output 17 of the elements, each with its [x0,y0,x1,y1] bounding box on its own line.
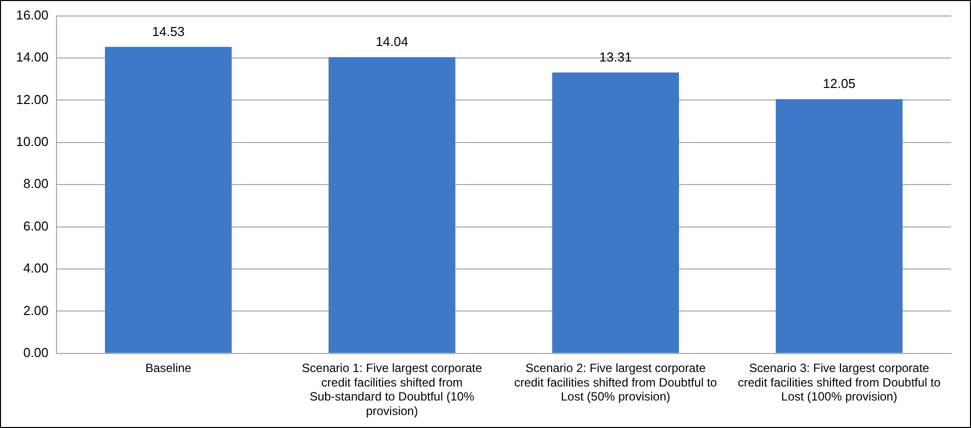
y-tick-label: 16.00 [16,7,49,22]
x-tick-label: Scenario 2: Five largest corporate credit facilities shifted from Doubtful to Lost (50% provision) [514,360,718,404]
y-tick-label: 12.00 [16,92,49,107]
y-tick-label: 6.00 [23,218,49,234]
data-label: 14.04 [376,34,408,50]
x-tick-label: Scenario 1: Five largest corporate credit facilities shifted from Sub-standard to Doubtful (10% provision) [302,360,482,418]
data-label: 13.31 [599,50,632,65]
y-tick-label: 14.00 [16,50,49,65]
y-tick-label: 0.00 [23,344,49,360]
x-tick-label: Baseline [145,360,192,375]
x-tick-label: Scenario 3: Five largest corporate credit facilities shifted from Doubtful to Lost (100% provision) [738,360,941,404]
y-tick-label: 10.00 [16,134,49,149]
data-label: 12.05 [822,76,856,92]
y-tick-label: 2.00 [23,302,49,318]
y-tick-label: 8.00 [23,176,49,192]
data-label: 14.53 [152,24,185,39]
y-tick-label: 4.00 [23,260,49,276]
